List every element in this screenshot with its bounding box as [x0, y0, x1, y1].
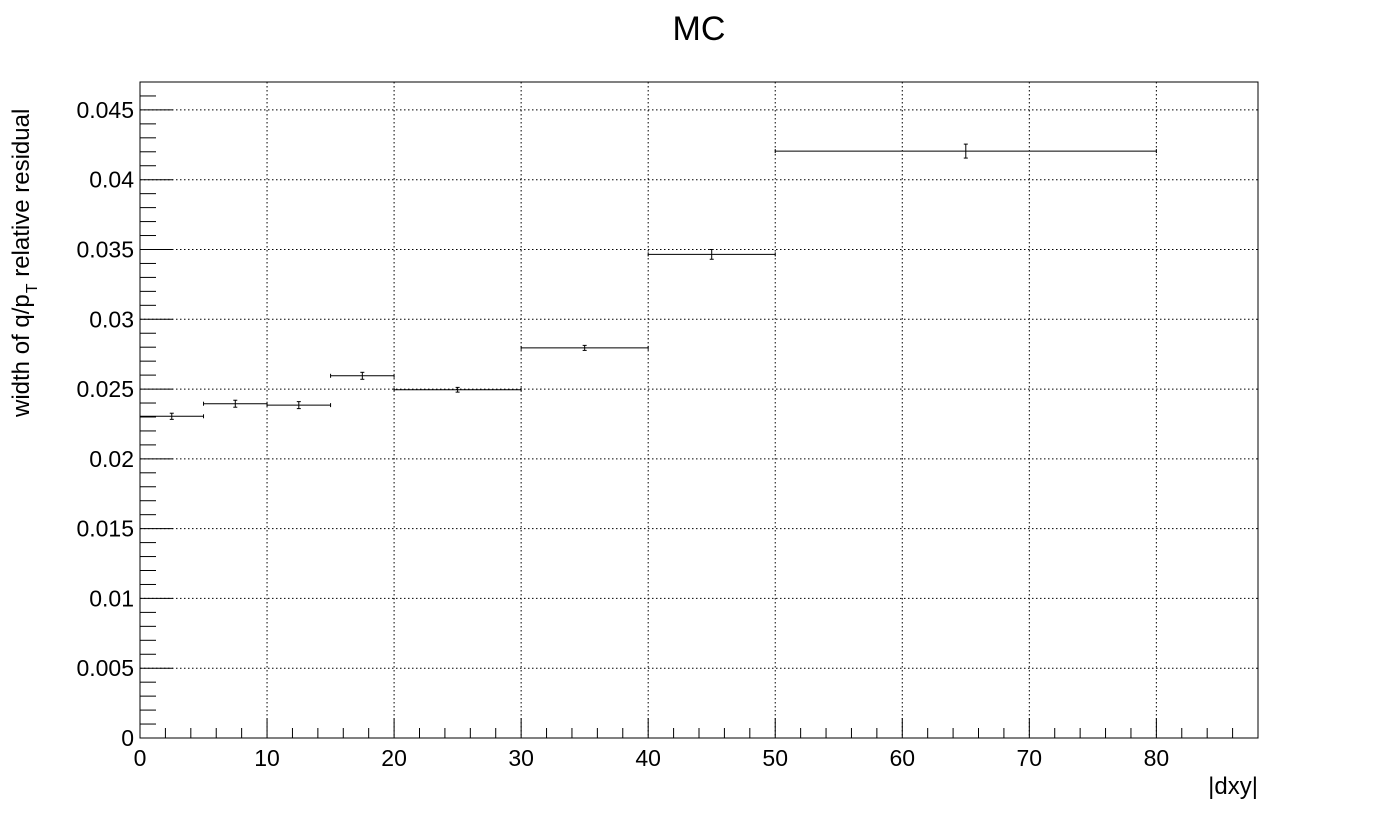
data-point — [139, 412, 205, 420]
y-tick-label: 0.015 — [76, 516, 134, 542]
y-axis-title: width of q/pT relative residual — [8, 109, 41, 418]
y-axis-title-subscript: T — [24, 283, 41, 293]
y-tick-label: 0.03 — [89, 306, 134, 332]
y-axis-title-main: width of q/p — [8, 294, 35, 418]
data-point — [520, 344, 649, 351]
y-tick-label: 0.045 — [76, 97, 134, 123]
y-tick-label: 0.01 — [89, 585, 134, 611]
tick-labels: 0 10 20 30 40 50 60 70 80 0 0.005 0.01 0.015 0.02 0.02… — [76, 97, 1169, 771]
x-tick-label: 80 — [1144, 745, 1170, 771]
x-tick-label: 10 — [254, 745, 280, 771]
data-point — [330, 371, 395, 380]
x-tick-label: 40 — [635, 745, 661, 771]
x-axis-title: |dxy| — [1208, 773, 1258, 800]
x-tick-label: 0 — [134, 745, 147, 771]
y-tick-label: 0 — [121, 725, 134, 751]
data-point — [203, 399, 268, 408]
y-tick-label: 0.025 — [76, 376, 134, 402]
data-point — [393, 386, 522, 393]
y-tick-label: 0.02 — [89, 446, 134, 472]
y-tick-label: 0.005 — [76, 655, 134, 681]
x-tick-label: 50 — [762, 745, 788, 771]
data-point — [266, 401, 332, 410]
axis-ticks — [139, 81, 1259, 739]
plot-frame — [139, 81, 1259, 739]
data-point — [774, 143, 1157, 159]
data-points — [139, 143, 1157, 420]
chart-title: MC — [673, 10, 726, 48]
data-point — [647, 248, 776, 260]
y-axis-title-rest: relative residual — [8, 109, 35, 284]
x-tick-label: 70 — [1017, 745, 1043, 771]
x-tick-label: 20 — [381, 745, 407, 771]
x-tick-label: 60 — [889, 745, 915, 771]
x-tick-label: 30 — [508, 745, 534, 771]
grid-lines — [140, 82, 1258, 738]
y-tick-label: 0.035 — [76, 236, 134, 262]
y-tick-label: 0.04 — [89, 167, 134, 193]
